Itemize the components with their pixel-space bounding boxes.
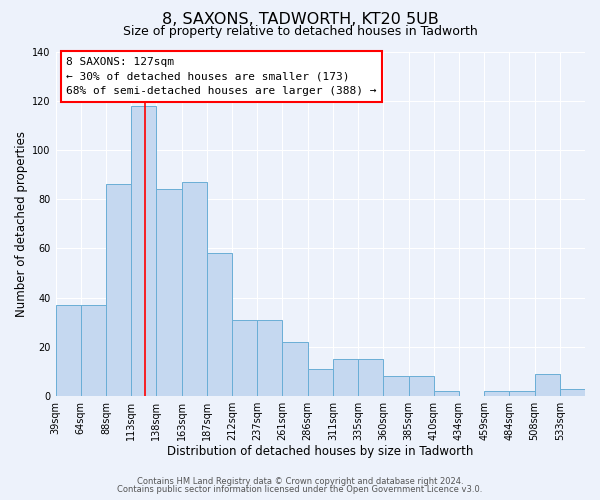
Text: 8, SAXONS, TADWORTH, KT20 5UB: 8, SAXONS, TADWORTH, KT20 5UB — [161, 12, 439, 28]
Bar — [81, 305, 106, 396]
Bar — [358, 359, 383, 396]
Bar — [560, 388, 585, 396]
X-axis label: Distribution of detached houses by size in Tadworth: Distribution of detached houses by size … — [167, 444, 473, 458]
Bar — [232, 320, 257, 396]
Bar — [131, 106, 157, 396]
Bar — [434, 391, 459, 396]
Bar — [182, 182, 207, 396]
Bar — [484, 391, 509, 396]
Text: Size of property relative to detached houses in Tadworth: Size of property relative to detached ho… — [122, 25, 478, 38]
Bar — [409, 376, 434, 396]
Bar — [207, 254, 232, 396]
Bar — [535, 374, 560, 396]
Text: 8 SAXONS: 127sqm
← 30% of detached houses are smaller (173)
68% of semi-detached: 8 SAXONS: 127sqm ← 30% of detached house… — [66, 56, 377, 96]
Bar — [157, 190, 182, 396]
Bar — [283, 342, 308, 396]
Bar — [509, 391, 535, 396]
Y-axis label: Number of detached properties: Number of detached properties — [15, 131, 28, 317]
Bar — [106, 184, 131, 396]
Bar — [56, 305, 81, 396]
Bar — [333, 359, 358, 396]
Text: Contains public sector information licensed under the Open Government Licence v3: Contains public sector information licen… — [118, 485, 482, 494]
Bar — [308, 369, 333, 396]
Bar — [257, 320, 283, 396]
Text: Contains HM Land Registry data © Crown copyright and database right 2024.: Contains HM Land Registry data © Crown c… — [137, 477, 463, 486]
Bar — [383, 376, 409, 396]
